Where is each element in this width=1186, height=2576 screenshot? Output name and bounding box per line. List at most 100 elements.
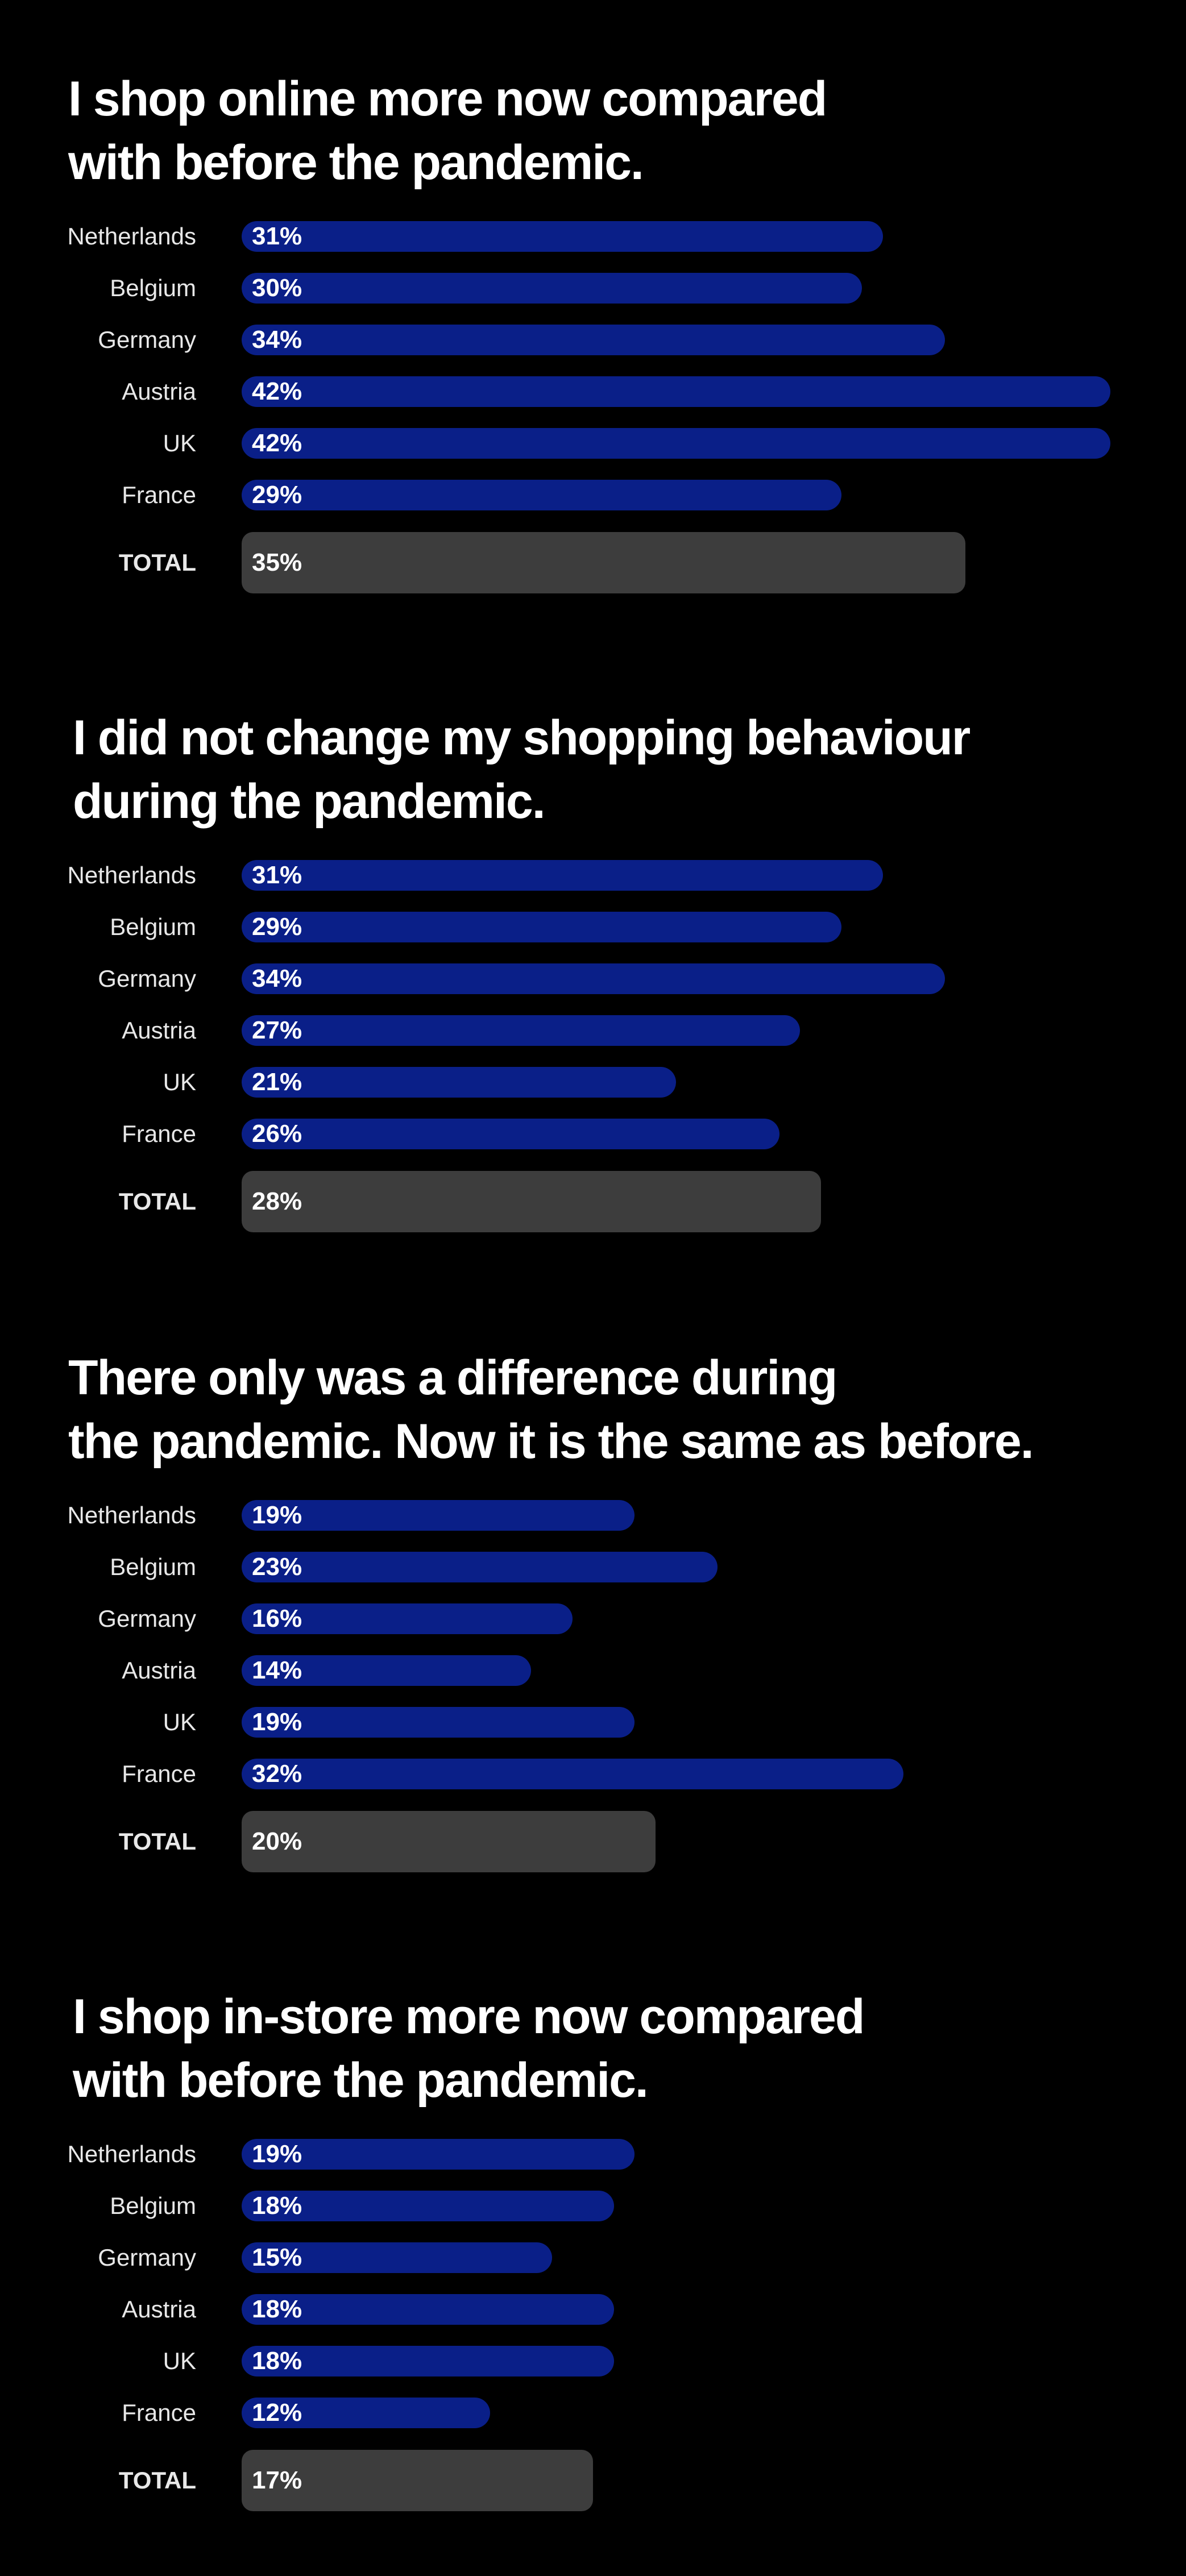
chart-2: I did not change my shopping behaviour du… bbox=[0, 639, 1186, 1278]
bar-austria: 18% bbox=[242, 2294, 614, 2325]
category-label-germany: Germany bbox=[98, 326, 196, 353]
category-label-austria: Austria bbox=[122, 2296, 196, 2322]
value-label-belgium: 18% bbox=[252, 2192, 302, 2220]
category-label-belgium: Belgium bbox=[110, 1553, 196, 1580]
value-label-austria: 14% bbox=[252, 1656, 302, 1684]
value-label-germany: 15% bbox=[252, 2243, 302, 2271]
bar-uk: 18% bbox=[242, 2346, 614, 2376]
bar-germany: 16% bbox=[242, 1603, 573, 1634]
value-label-uk: 42% bbox=[252, 429, 302, 457]
chart-title: I shop online more now compared with befo… bbox=[68, 67, 827, 194]
bar-netherlands: 19% bbox=[242, 2139, 635, 2170]
total-label: TOTAL bbox=[118, 1188, 196, 1215]
bar-belgium: 23% bbox=[242, 1552, 718, 1582]
bar-netherlands: 19% bbox=[242, 1500, 635, 1531]
total-label: TOTAL bbox=[118, 2467, 196, 2494]
total-bar: 35% bbox=[242, 532, 966, 593]
bar-france: 12% bbox=[242, 2398, 490, 2428]
chart-title-line: with before the pandemic. bbox=[68, 135, 644, 190]
value-label-germany: 34% bbox=[252, 965, 302, 992]
bar-germany: 34% bbox=[242, 325, 945, 355]
chart-title-line: during the pandemic. bbox=[73, 774, 546, 829]
value-label-netherlands: 19% bbox=[252, 1501, 302, 1529]
category-label-uk: UK bbox=[163, 2348, 196, 2374]
bar-belgium: 29% bbox=[242, 912, 842, 942]
total-label: TOTAL bbox=[118, 1828, 196, 1855]
chart-3: There only was a difference during the pa… bbox=[0, 1279, 1186, 1918]
chart-title-line: with before the pandemic. bbox=[73, 2053, 649, 2108]
bar-belgium: 30% bbox=[242, 273, 862, 304]
value-label-netherlands: 31% bbox=[252, 861, 302, 889]
value-label-belgium: 30% bbox=[252, 274, 302, 302]
category-label-belgium: Belgium bbox=[110, 913, 196, 940]
chart-title-line: I shop online more now compared bbox=[68, 72, 827, 126]
bar-austria: 27% bbox=[242, 1015, 801, 1046]
chart-title-line: the pandemic. Now it is the same as befo… bbox=[68, 1414, 1034, 1469]
category-label-france: France bbox=[122, 481, 196, 508]
total-bar: 17% bbox=[242, 2450, 594, 2511]
category-label-uk: UK bbox=[163, 1709, 196, 1735]
total-bar: 20% bbox=[242, 1811, 656, 1872]
bar-uk: 19% bbox=[242, 1707, 635, 1738]
category-label-france: France bbox=[122, 1120, 196, 1147]
bar-netherlands: 31% bbox=[242, 221, 883, 252]
value-label-austria: 18% bbox=[252, 2295, 302, 2323]
category-label-germany: Germany bbox=[98, 1605, 196, 1632]
category-label-netherlands: Netherlands bbox=[67, 1502, 196, 1528]
value-label-austria: 42% bbox=[252, 377, 302, 405]
category-label-france: France bbox=[122, 2399, 196, 2426]
category-label-austria: Austria bbox=[122, 1657, 196, 1684]
bar-france: 26% bbox=[242, 1119, 779, 1149]
value-label-netherlands: 31% bbox=[252, 222, 302, 250]
category-label-belgium: Belgium bbox=[110, 275, 196, 301]
bar-uk: 42% bbox=[242, 428, 1110, 459]
value-label-france: 26% bbox=[252, 1120, 302, 1148]
value-label-germany: 34% bbox=[252, 326, 302, 354]
bar-france: 32% bbox=[242, 1759, 904, 1789]
chart-title-line: There only was a difference during bbox=[68, 1351, 837, 1405]
value-label-france: 29% bbox=[252, 481, 302, 509]
value-label-uk: 21% bbox=[252, 1068, 302, 1096]
value-label-austria: 27% bbox=[252, 1016, 302, 1044]
bar-austria: 42% bbox=[242, 376, 1110, 407]
category-label-netherlands: Netherlands bbox=[67, 862, 196, 888]
value-label-uk: 19% bbox=[252, 1708, 302, 1736]
value-label-france: 12% bbox=[252, 2399, 302, 2427]
total-value-label: 17% bbox=[252, 2466, 302, 2494]
category-label-belgium: Belgium bbox=[110, 2192, 196, 2219]
chart-1: I shop online more now compared with befo… bbox=[0, 0, 1186, 639]
chart-title-line: I did not change my shopping behaviour bbox=[73, 711, 971, 765]
category-label-netherlands: Netherlands bbox=[67, 2141, 196, 2167]
bar-germany: 15% bbox=[242, 2242, 552, 2273]
category-label-germany: Germany bbox=[98, 965, 196, 992]
category-label-france: France bbox=[122, 1760, 196, 1787]
category-label-uk: UK bbox=[163, 1069, 196, 1095]
category-label-uk: UK bbox=[163, 430, 196, 456]
chart-title: I shop in-store more now compared with be… bbox=[73, 1985, 865, 2112]
value-label-france: 32% bbox=[252, 1760, 302, 1788]
bar-germany: 34% bbox=[242, 963, 945, 994]
bar-france: 29% bbox=[242, 480, 842, 510]
total-label: TOTAL bbox=[118, 549, 196, 576]
category-label-austria: Austria bbox=[122, 1017, 196, 1044]
value-label-netherlands: 19% bbox=[252, 2140, 302, 2168]
chart-title: I did not change my shopping behaviour du… bbox=[73, 706, 971, 833]
chart-title: There only was a difference during the pa… bbox=[68, 1346, 1034, 1473]
total-value-label: 28% bbox=[252, 1187, 302, 1215]
category-label-netherlands: Netherlands bbox=[67, 223, 196, 250]
bar-belgium: 18% bbox=[242, 2191, 614, 2221]
bar-uk: 21% bbox=[242, 1067, 676, 1098]
total-value-label: 20% bbox=[252, 1827, 302, 1855]
value-label-uk: 18% bbox=[252, 2347, 302, 2375]
total-value-label: 35% bbox=[252, 549, 302, 576]
bar-netherlands: 31% bbox=[242, 860, 883, 891]
chart-4: I shop in-store more now compared with be… bbox=[0, 1918, 1186, 2557]
value-label-germany: 16% bbox=[252, 1605, 302, 1632]
total-bar: 28% bbox=[242, 1171, 821, 1232]
category-label-germany: Germany bbox=[98, 2244, 196, 2271]
category-label-austria: Austria bbox=[122, 378, 196, 405]
bar-austria: 14% bbox=[242, 1655, 532, 1686]
value-label-belgium: 29% bbox=[252, 913, 302, 941]
chart-title-line: I shop in-store more now compared bbox=[73, 1989, 865, 2044]
value-label-belgium: 23% bbox=[252, 1553, 302, 1581]
